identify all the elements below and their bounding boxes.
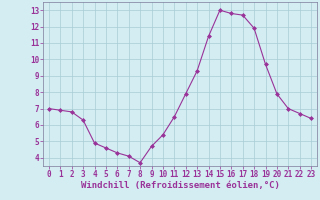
X-axis label: Windchill (Refroidissement éolien,°C): Windchill (Refroidissement éolien,°C) [81, 181, 279, 190]
